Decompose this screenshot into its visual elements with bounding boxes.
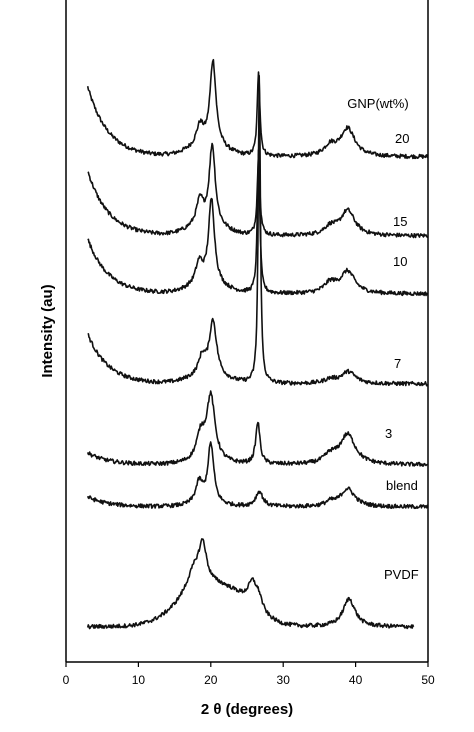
x-tick-label: 0 [63,673,70,687]
series-label-3: 3 [385,426,392,441]
series-line-blend [86,441,429,510]
series-line-3 [86,390,429,467]
series-label-7: 7 [394,356,401,371]
x-tick-label: 20 [204,673,218,687]
series-line-7 [87,74,429,387]
plot-frame [65,0,429,663]
series-label-blend: blend [386,478,418,493]
x-tick-label: 50 [421,673,435,687]
series-line-20 [86,58,429,160]
x-axis-ticks: 0 10 20 30 40 50 [63,662,435,687]
x-tick-label: 40 [349,673,363,687]
series-layer [86,58,429,630]
series-label-20: 20 [395,131,409,146]
series-labels: 20 15 10 7 3 blend PVDF [384,131,419,582]
series-line-pvdf [86,538,415,630]
series-label-pvdf: PVDF [384,567,419,582]
y-axis-title: Intensity (au) [39,284,56,377]
series-label-15: 15 [393,214,407,229]
x-tick-label: 10 [132,673,146,687]
legend-title: GNP(wt%) [347,96,408,111]
x-tick-label: 30 [277,673,291,687]
series-label-10: 10 [393,254,407,269]
x-axis-title: 2 θ (degrees) [201,701,293,718]
